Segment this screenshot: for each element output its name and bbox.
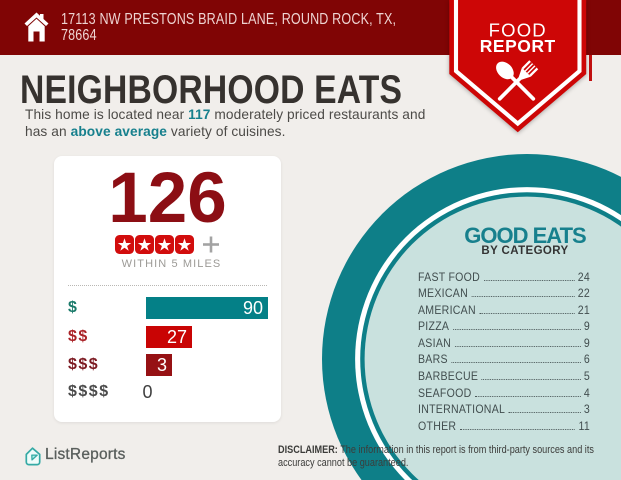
svg-text:FOOD: FOOD [489, 19, 547, 40]
svg-text:REPORT: REPORT [480, 36, 556, 56]
